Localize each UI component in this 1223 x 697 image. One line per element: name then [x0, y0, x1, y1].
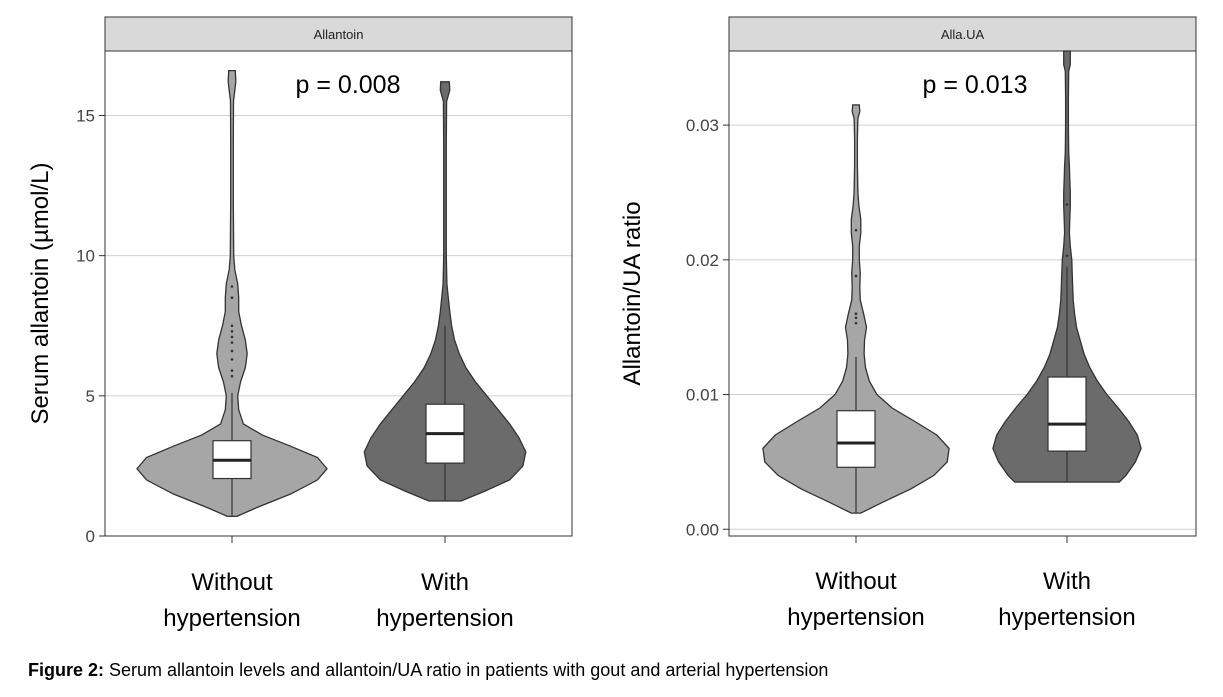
caption-label: Figure 2:	[28, 660, 105, 680]
chart-panel-2: Alla.UA 0.00 0.01 0.02 0.03 Allantoin/UA rati…	[619, 16, 1197, 631]
outlier-point	[230, 285, 234, 288]
outlier-point	[854, 274, 858, 278]
outlier-point	[230, 330, 234, 333]
y-tick-label: 0.02	[686, 251, 719, 270]
box-iqr	[1047, 376, 1087, 452]
x-category-label: hypertension	[163, 605, 300, 632]
outlier-point	[230, 335, 234, 339]
chart-panel-1: Allantoin 0 5 10 15 Serum allantoin (µmol/L) p…	[27, 16, 573, 632]
outlier-point	[854, 312, 858, 316]
y-tick-label: 10	[76, 247, 95, 266]
x-category-label: Without	[191, 569, 273, 596]
p-value-annotation: p = 0.013	[923, 71, 1028, 99]
panel-strip	[104, 16, 573, 52]
x-category-label: hypertension	[998, 604, 1135, 631]
outlier-point	[854, 316, 858, 320]
outlier-point	[230, 324, 234, 328]
x-category-label: Without	[815, 568, 897, 595]
y-axis-title: Allantoin/UA ratio	[619, 201, 646, 385]
panel-strip	[728, 16, 1197, 52]
outlier-point	[230, 358, 234, 361]
outlier-point	[1065, 254, 1069, 258]
outlier-point	[230, 374, 234, 378]
x-category-label: hypertension	[376, 605, 513, 632]
x-category-label: With	[1043, 568, 1091, 595]
y-tick-label: 0.01	[686, 386, 719, 405]
figure-canvas: Allantoin 0 5 10 15 Serum allantoin (µmol/L) p…	[27, 16, 1197, 632]
y-tick-label: 15	[76, 106, 95, 125]
outlier-point	[230, 369, 234, 372]
violin-1	[762, 104, 950, 514]
y-tick-label: 0.00	[686, 520, 719, 539]
panel-title: Alla.UA	[941, 27, 985, 42]
violin-1	[136, 69, 328, 518]
p-value-annotation: p = 0.008	[296, 71, 401, 99]
x-category-label: hypertension	[787, 604, 924, 631]
x-category-label: With	[421, 569, 469, 596]
violin-2	[363, 81, 527, 502]
y-axis-title: Serum allantoin (µmol/L)	[27, 163, 54, 425]
outlier-point	[854, 228, 858, 232]
violin-2	[992, 50, 1142, 483]
figure-caption: Figure 2: Serum allantoin levels and all…	[28, 660, 828, 681]
outlier-point	[1065, 203, 1069, 206]
outlier-point	[230, 349, 234, 353]
box-iqr	[836, 410, 876, 468]
y-tick-label: 5	[86, 387, 95, 406]
panel-title: Allantoin	[314, 27, 364, 42]
y-tick-label: 0.03	[686, 116, 719, 135]
outlier-point	[230, 341, 234, 344]
y-tick-label: 0	[86, 527, 95, 546]
caption-text: Serum allantoin levels and allantoin/UA …	[104, 660, 829, 680]
outlier-point	[230, 296, 234, 300]
outlier-point	[854, 321, 858, 325]
